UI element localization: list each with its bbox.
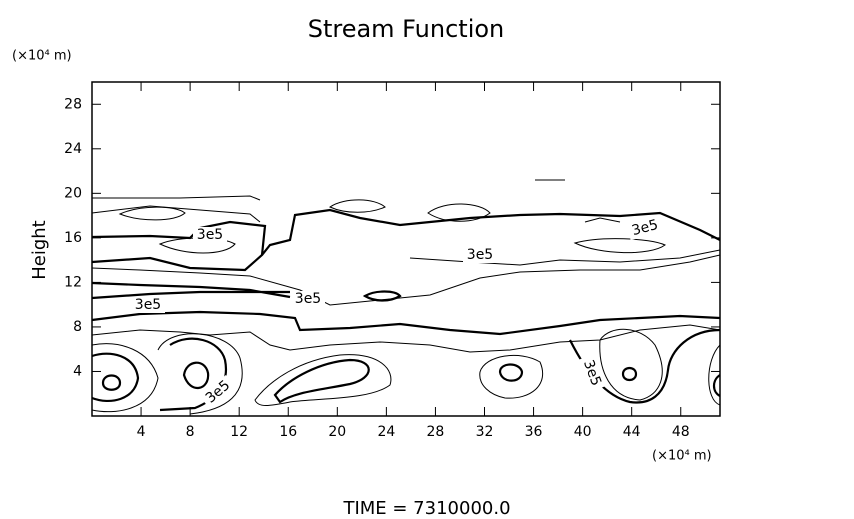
- x-unit-label: (×10⁴ m): [652, 449, 712, 464]
- contour-label-bg: [291, 291, 325, 307]
- x-tick-label: 36: [525, 424, 543, 440]
- contour-label: 3e5: [630, 217, 660, 239]
- y-unit-label: (×10⁴ m): [12, 49, 72, 64]
- y-tick-label: 28: [64, 96, 82, 112]
- contours: [91, 179, 721, 415]
- x-tick-label: 48: [672, 424, 690, 440]
- contour-label: 3e5: [197, 227, 223, 243]
- contour-label-bg: [131, 297, 165, 313]
- contour-label-bg: [199, 374, 237, 410]
- y-tick-label: 20: [64, 185, 82, 201]
- plot-frame: [91, 81, 721, 417]
- x-tick-label: 16: [279, 424, 297, 440]
- contour-label: 3e5: [580, 358, 604, 388]
- contour-label-bg: [578, 354, 606, 392]
- x-tick-label: 24: [377, 424, 395, 440]
- x-tick-label: 20: [328, 424, 346, 440]
- x-tick-label: 4: [137, 424, 146, 440]
- x-tick-label: 32: [476, 424, 494, 440]
- y-tick-label: 12: [64, 274, 82, 290]
- x-tick-label: 28: [427, 424, 445, 440]
- x-tick-label: 12: [230, 424, 248, 440]
- footer: TIME = 7310000.0: [342, 498, 510, 519]
- y-axis-label: Height: [29, 220, 50, 280]
- y-tick-label: 8: [73, 319, 82, 335]
- contour-label-bg: [463, 247, 497, 263]
- y-tick-label: 16: [64, 230, 82, 246]
- y-tick-label: 4: [73, 363, 82, 379]
- contour-label-bg: [193, 227, 227, 243]
- y-tick-label: 24: [64, 141, 82, 157]
- contour-label-bg: [626, 215, 664, 241]
- contour-label: 3e5: [295, 291, 321, 307]
- x-tick-label: 40: [574, 424, 592, 440]
- x-tick-label: 44: [623, 424, 641, 440]
- contour-label: 3e5: [467, 247, 493, 263]
- contour-label: 3e5: [135, 297, 161, 313]
- chart-title: Stream Function: [308, 15, 505, 43]
- x-tick-label: 8: [186, 424, 195, 440]
